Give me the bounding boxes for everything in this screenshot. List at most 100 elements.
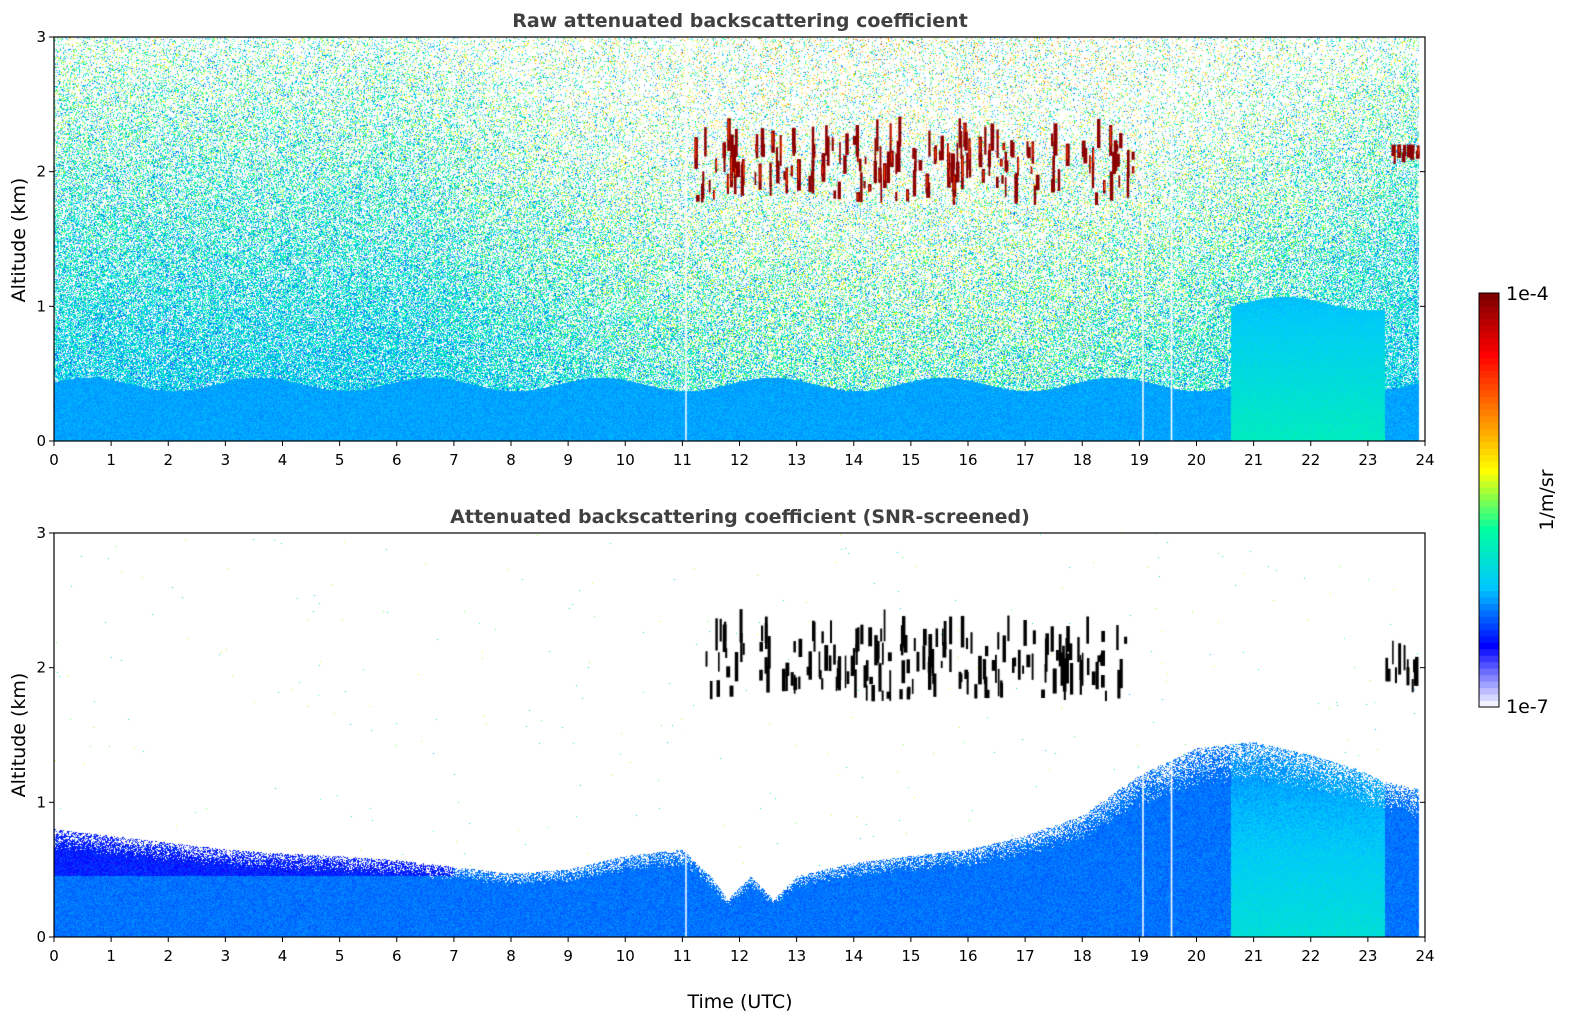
y-axis-label-raw: Altitude (km) — [8, 178, 30, 303]
colorbar-band-38 — [1479, 454, 1499, 462]
colorbar-band-52 — [1479, 364, 1499, 372]
x-tick-label-raw-13: 13 — [787, 451, 806, 469]
raw-backscatter-panel: Raw attenuated backscattering coefficien… — [8, 10, 1435, 469]
colorbar-band-56 — [1479, 338, 1499, 346]
y-tick-label-raw-1: 1 — [36, 297, 46, 315]
colorbar-band-27 — [1479, 525, 1499, 533]
colorbar-band-23 — [1479, 551, 1499, 559]
x-tick-label-screened-6: 6 — [392, 947, 402, 965]
colorbar-band-43 — [1479, 422, 1499, 430]
x-tick-label-raw-14: 14 — [844, 451, 863, 469]
x-tick-label-screened-11: 11 — [673, 947, 692, 965]
colorbar-band-2 — [1479, 687, 1499, 695]
colorbar-band-15 — [1479, 603, 1499, 611]
x-tick-label-screened-9: 9 — [563, 947, 573, 965]
colorbar-band-42 — [1479, 428, 1499, 436]
colorbar-band-61 — [1479, 305, 1499, 313]
x-tick-label-screened-5: 5 — [335, 947, 345, 965]
x-tick-label-screened-16: 16 — [958, 947, 977, 965]
colorbar-band-19 — [1479, 577, 1499, 585]
colorbar-band-53 — [1479, 357, 1499, 365]
x-tick-label-raw-19: 19 — [1130, 451, 1149, 469]
heatmap-raster-screened — [54, 533, 1425, 937]
x-tick-label-raw-0: 0 — [49, 451, 59, 469]
colorbar-band-60 — [1479, 312, 1499, 320]
x-tick-label-raw-8: 8 — [506, 451, 516, 469]
colorbar-band-21 — [1479, 564, 1499, 572]
x-tick-label-raw-2: 2 — [163, 451, 173, 469]
colorbar-frame — [1478, 292, 1500, 708]
colorbar-band-51 — [1479, 370, 1499, 378]
panel-title-screened: Attenuated backscattering coefficient (S… — [450, 506, 1030, 528]
colorbar-band-59 — [1479, 318, 1499, 326]
y-tick-label-screened-1: 1 — [36, 793, 46, 811]
colorbar-band-45 — [1479, 409, 1499, 417]
colorbar-band-40 — [1479, 441, 1499, 449]
panel-title-raw: Raw attenuated backscattering coefficien… — [512, 10, 968, 32]
colorbar-band-54 — [1479, 351, 1499, 359]
colorbar-band-34 — [1479, 480, 1499, 488]
colorbar-band-26 — [1479, 532, 1499, 540]
colorbar-band-12 — [1479, 622, 1499, 630]
x-tick-label-raw-12: 12 — [730, 451, 749, 469]
colorbar-band-31 — [1479, 500, 1499, 507]
colorbar-band-35 — [1479, 474, 1499, 482]
colorbar-band-7 — [1479, 655, 1499, 663]
x-tick-label-screened-17: 17 — [1016, 947, 1035, 965]
colorbar-band-20 — [1479, 571, 1499, 579]
x-tick-label-raw-18: 18 — [1073, 451, 1092, 469]
colorbar-band-18 — [1479, 584, 1499, 592]
x-tick-label-screened-14: 14 — [844, 947, 863, 965]
x-tick-label-screened-24: 24 — [1415, 947, 1434, 965]
x-tick-label-raw-23: 23 — [1358, 451, 1377, 469]
x-tick-label-screened-1: 1 — [106, 947, 116, 965]
colorbar-max-label: 1e-4 — [1506, 283, 1549, 305]
colorbar-band-63 — [1479, 293, 1499, 300]
x-tick-label-screened-12: 12 — [730, 947, 749, 965]
x-tick-label-raw-4: 4 — [278, 451, 288, 469]
raw-heatmap: 0 1 2 3 4 5 6 7 8 9 10 11 12 13 14 15 16 17 18 19 20 21 22 23 24… — [36, 28, 1434, 469]
x-tick-label-raw-10: 10 — [616, 451, 635, 469]
colorbar-band-46 — [1479, 402, 1499, 410]
colorbar-band-30 — [1479, 506, 1499, 514]
x-tick-label-raw-17: 17 — [1016, 451, 1035, 469]
y-tick-label-raw-0: 0 — [36, 432, 46, 450]
colorbar-band-5 — [1479, 668, 1499, 676]
x-tick-label-raw-21: 21 — [1244, 451, 1263, 469]
x-tick-label-raw-11: 11 — [673, 451, 692, 469]
screened-heatmap: 0 1 2 3 4 5 6 7 8 9 10 11 12 13 14 15 16 17 18 19 20 21 22 23 24… — [36, 524, 1434, 965]
y-tick-label-screened-3: 3 — [36, 524, 46, 542]
colorbar-band-10 — [1479, 635, 1499, 643]
colorbar-band-58 — [1479, 325, 1499, 333]
y-axis-label-screened: Altitude (km) — [8, 673, 30, 798]
colorbar-band-24 — [1479, 545, 1499, 553]
colorbar-unit-label: 1/m/sr — [1536, 469, 1558, 530]
x-tick-label-raw-3: 3 — [221, 451, 231, 469]
colorbar-band-50 — [1479, 377, 1499, 385]
colorbar-band-36 — [1479, 467, 1499, 475]
colorbar-band-28 — [1479, 519, 1499, 527]
x-tick-label-raw-16: 16 — [958, 451, 977, 469]
x-tick-label-screened-4: 4 — [278, 947, 288, 965]
x-tick-label-raw-20: 20 — [1187, 451, 1206, 469]
colorbar-band-14 — [1479, 609, 1499, 617]
x-tick-label-screened-19: 19 — [1130, 947, 1149, 965]
colorbar-band-13 — [1479, 616, 1499, 624]
x-tick-label-raw-6: 6 — [392, 451, 402, 469]
colorbar-band-8 — [1479, 648, 1499, 656]
colorbar-band-37 — [1479, 461, 1499, 469]
x-tick-label-screened-3: 3 — [221, 947, 231, 965]
x-tick-label-screened-13: 13 — [787, 947, 806, 965]
y-tick-label-raw-3: 3 — [36, 28, 46, 46]
x-tick-label-raw-15: 15 — [901, 451, 920, 469]
x-tick-label-raw-7: 7 — [449, 451, 459, 469]
colorbar-band-39 — [1479, 448, 1499, 456]
colorbar-band-48 — [1479, 390, 1499, 397]
colorbar-band-44 — [1479, 415, 1499, 423]
colorbar-band-29 — [1479, 512, 1499, 520]
x-tick-label-raw-24: 24 — [1415, 451, 1434, 469]
x-tick-label-raw-5: 5 — [335, 451, 345, 469]
colorbar-band-49 — [1479, 383, 1499, 391]
x-tick-label-screened-8: 8 — [506, 947, 516, 965]
